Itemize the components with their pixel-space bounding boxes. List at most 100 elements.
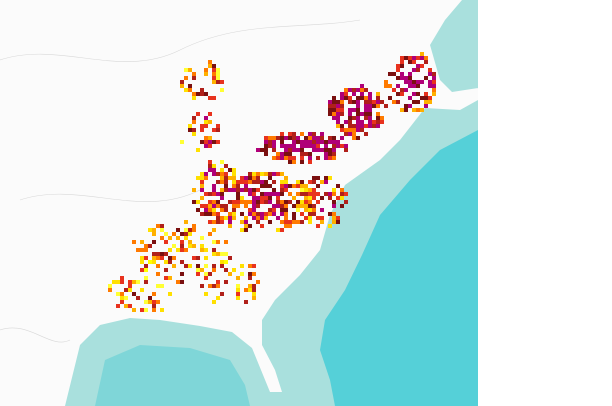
heat-cell [252, 172, 256, 176]
heat-cell [268, 192, 272, 196]
heat-cell [344, 132, 348, 136]
heat-cell [156, 256, 160, 260]
heat-cell [192, 228, 196, 232]
heat-cell [216, 72, 220, 76]
heat-cell [208, 204, 212, 208]
heat-cell [280, 184, 284, 188]
heat-cell [424, 96, 428, 100]
heat-cell [280, 220, 284, 224]
heat-cell [300, 180, 304, 184]
heat-cell [212, 192, 216, 196]
heat-cell [288, 200, 292, 204]
heat-cell [356, 104, 360, 108]
heat-cell [296, 140, 300, 144]
heat-cell [260, 216, 264, 220]
heat-cell [216, 220, 220, 224]
heat-cell [368, 100, 372, 104]
heat-cell [304, 208, 308, 212]
heat-cell [344, 144, 348, 148]
heat-cell [368, 112, 372, 116]
heat-cell [248, 288, 252, 292]
heat-cell [340, 104, 344, 108]
heat-cell [204, 72, 208, 76]
heat-cell [208, 112, 212, 116]
heat-cell [408, 104, 412, 108]
heat-cell [428, 84, 432, 88]
heat-cell [204, 140, 208, 144]
gulf-deep [95, 345, 250, 406]
heat-cell [228, 224, 232, 228]
heat-cell [236, 180, 240, 184]
heat-cell [216, 80, 220, 84]
heat-cell [284, 184, 288, 188]
heat-cell [188, 228, 192, 232]
heat-cell [248, 188, 252, 192]
heat-cell [204, 136, 208, 140]
heat-cell [220, 196, 224, 200]
heat-cell [220, 292, 224, 296]
heat-cell [144, 280, 148, 284]
heat-cell [224, 184, 228, 188]
heat-cell [152, 300, 156, 304]
heat-cell [348, 100, 352, 104]
heat-cell [312, 132, 316, 136]
heat-cell [284, 216, 288, 220]
heat-cell [216, 124, 220, 128]
heat-cell [296, 208, 300, 212]
heat-cell [232, 172, 236, 176]
heat-cell [388, 84, 392, 88]
heat-cell [332, 96, 336, 100]
heat-cell [384, 80, 388, 84]
heat-cell [228, 168, 232, 172]
heat-cell [256, 148, 260, 152]
heat-cell [192, 96, 196, 100]
heat-cell [188, 124, 192, 128]
heat-cell [220, 172, 224, 176]
heat-cell [356, 116, 360, 120]
heat-cell [300, 148, 304, 152]
heat-cell [332, 112, 336, 116]
heat-cell [240, 212, 244, 216]
heat-cell [308, 204, 312, 208]
heat-cell [328, 192, 332, 196]
heat-cell [152, 260, 156, 264]
heat-cell [264, 148, 268, 152]
heat-cell [268, 196, 272, 200]
heat-cell [228, 216, 232, 220]
heat-cell [228, 176, 232, 180]
heat-cell [408, 76, 412, 80]
heat-cell [232, 216, 236, 220]
heat-cell [212, 64, 216, 68]
heat-cell [308, 160, 312, 164]
heat-cell [248, 224, 252, 228]
heat-cell [396, 64, 400, 68]
heat-cell [412, 56, 416, 60]
heat-cell [248, 200, 252, 204]
heat-cell [272, 156, 276, 160]
heat-cell [432, 92, 436, 96]
heat-cell [260, 184, 264, 188]
heat-cell [372, 124, 376, 128]
heat-cell [304, 204, 308, 208]
heat-cell [332, 148, 336, 152]
heat-cell [140, 268, 144, 272]
heat-cell [120, 276, 124, 280]
heat-cell [236, 188, 240, 192]
heat-cell [312, 144, 316, 148]
heat-cell [420, 96, 424, 100]
heat-cell [152, 228, 156, 232]
heat-cell [296, 220, 300, 224]
heat-cell [368, 120, 372, 124]
heat-cell [420, 108, 424, 112]
heat-cell [196, 264, 200, 268]
heat-cell [292, 132, 296, 136]
heat-cell [236, 184, 240, 188]
heat-cell [180, 240, 184, 244]
heat-cell [300, 184, 304, 188]
heat-cell [180, 232, 184, 236]
heat-cell [360, 128, 364, 132]
heat-cell [264, 216, 268, 220]
heat-cell [180, 260, 184, 264]
heat-cell [316, 184, 320, 188]
heat-cell [408, 72, 412, 76]
